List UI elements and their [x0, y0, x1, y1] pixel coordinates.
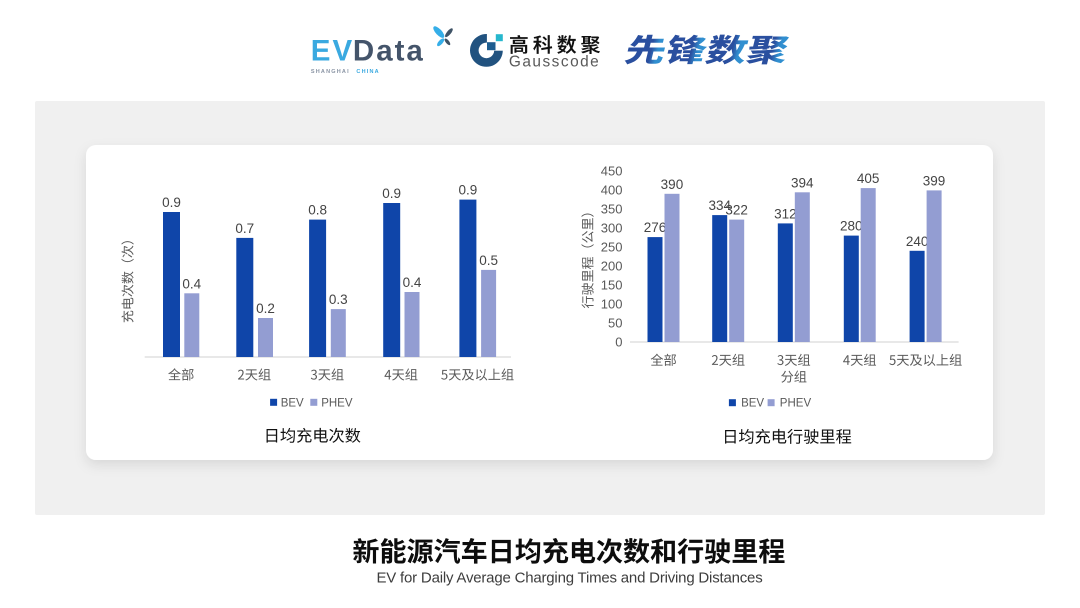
svg-text:280: 280 — [840, 219, 863, 234]
svg-text:EV: EV — [311, 35, 354, 68]
svg-text:0.5: 0.5 — [479, 253, 498, 268]
svg-text:0.8: 0.8 — [308, 203, 327, 218]
svg-text:0.9: 0.9 — [459, 183, 478, 198]
svg-text:350: 350 — [601, 202, 623, 217]
svg-text:50: 50 — [608, 316, 622, 331]
svg-text:Data: Data — [353, 35, 425, 68]
svg-text:EV for Daily Average Charging: EV for Daily Average Charging Times and … — [376, 569, 762, 586]
svg-text:0.4: 0.4 — [182, 276, 201, 291]
svg-text:0: 0 — [615, 335, 622, 350]
svg-text:100: 100 — [601, 297, 623, 312]
svg-text:276: 276 — [644, 220, 667, 235]
svg-text:400: 400 — [601, 183, 623, 198]
svg-text:0.4: 0.4 — [403, 275, 422, 290]
svg-text:BEV: BEV — [281, 397, 304, 409]
svg-text:BEV: BEV — [741, 398, 764, 410]
svg-text:CHINA: CHINA — [356, 69, 379, 75]
svg-text:394: 394 — [791, 175, 814, 190]
svg-text:250: 250 — [601, 240, 623, 255]
svg-text:300: 300 — [601, 221, 623, 236]
svg-text:0.7: 0.7 — [235, 221, 254, 236]
svg-text:200: 200 — [601, 259, 623, 274]
svg-text:PHEV: PHEV — [321, 397, 353, 409]
svg-text:334: 334 — [708, 198, 731, 213]
svg-text:0.9: 0.9 — [382, 186, 401, 201]
svg-text:0.2: 0.2 — [256, 301, 275, 316]
svg-text:0.9: 0.9 — [162, 195, 181, 210]
svg-text:150: 150 — [601, 278, 623, 293]
svg-text:240: 240 — [906, 234, 929, 249]
svg-text:450: 450 — [601, 164, 623, 179]
svg-text:PHEV: PHEV — [780, 398, 812, 410]
svg-text:0.3: 0.3 — [329, 292, 348, 307]
svg-text:322: 322 — [725, 203, 748, 218]
svg-text:405: 405 — [857, 171, 880, 186]
svg-text:399: 399 — [923, 173, 946, 188]
svg-text:SHANGHAI: SHANGHAI — [311, 69, 350, 75]
svg-text:312: 312 — [774, 206, 797, 221]
svg-text:390: 390 — [661, 177, 684, 192]
svg-text:Gausscode: Gausscode — [509, 54, 600, 71]
